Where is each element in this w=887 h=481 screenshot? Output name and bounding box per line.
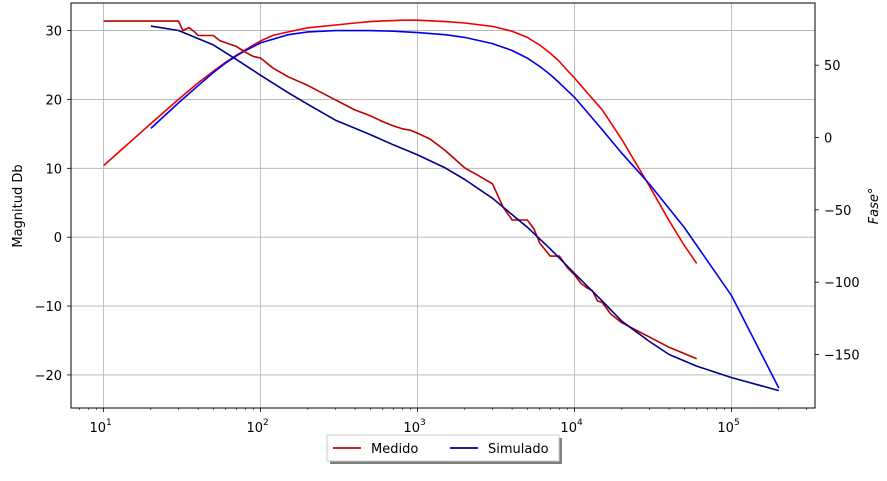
series-line-medido-magnitude xyxy=(103,19,698,264)
y-left-tick-label: −20 xyxy=(35,369,62,384)
y-axis-title-left: Magnitud Db xyxy=(11,164,26,247)
legend-label-simulado: Simulado xyxy=(488,442,549,457)
legend-box xyxy=(326,434,560,462)
y-axis-title-right: Fase° xyxy=(867,188,882,225)
series-layer xyxy=(103,19,780,392)
series-line-simulado-phase xyxy=(150,25,780,392)
x-tick-label: 104 xyxy=(560,418,583,436)
series-line-medido-phase xyxy=(103,20,698,360)
x-tick-label: 103 xyxy=(403,418,425,436)
x-tick-label: 101 xyxy=(89,418,111,436)
grid-layer xyxy=(71,3,815,408)
y-right-tick-label: 0 xyxy=(824,132,832,147)
series-line-simulado-magnitude xyxy=(150,29,780,389)
y-right-tick-label: −100 xyxy=(824,276,860,291)
y-left-tick-label: 20 xyxy=(45,93,62,108)
y-right-tick-label: −150 xyxy=(824,348,860,363)
y-left-tick-label: 0 xyxy=(54,231,62,246)
legend-label-medido: Medido xyxy=(371,442,418,457)
y-left-tick-label: 10 xyxy=(45,162,62,177)
y-right-tick-label: 50 xyxy=(824,59,841,74)
plot-frame xyxy=(70,2,816,409)
ticks-layer: 101 102 103 104 105 30 20 10 0 −10 −20 50 0 −50 −100 −1… xyxy=(35,25,860,436)
x-tick-label: 102 xyxy=(246,418,268,436)
y-left-tick-label: 30 xyxy=(45,25,62,40)
x-tick-label: 105 xyxy=(717,418,739,436)
legend: Medido Simulado xyxy=(326,434,562,464)
y-left-tick-label: −10 xyxy=(35,300,62,315)
y-right-tick-label: −50 xyxy=(824,204,851,219)
